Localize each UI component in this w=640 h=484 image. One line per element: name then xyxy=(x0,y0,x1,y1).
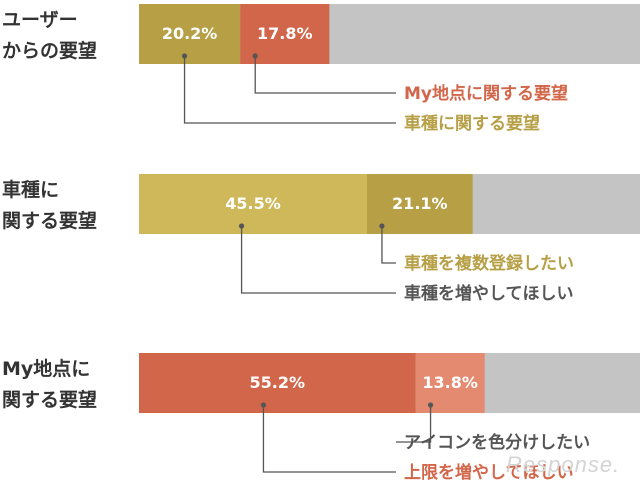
leader-line xyxy=(183,56,396,124)
leader-line xyxy=(381,226,396,264)
bar-segment-label: 17.8% xyxy=(257,24,313,43)
callout-label: 車種を増やしてほしい xyxy=(404,283,574,304)
callout-label: 車種を複数登録したい xyxy=(404,253,574,274)
row-label-line: 車種に xyxy=(2,178,59,201)
bar-segment-label: 13.8% xyxy=(422,373,478,392)
leader-line xyxy=(396,405,432,443)
bar-segment xyxy=(139,353,416,413)
row-label-line: My地点に xyxy=(2,357,90,380)
callout-label: 車種に関する要望 xyxy=(404,113,540,134)
callout-label: アイコンを色分けしたい xyxy=(404,432,590,453)
bar-segment-label: 45.5% xyxy=(225,194,281,213)
leader-line xyxy=(240,226,396,294)
bar-segment xyxy=(415,353,485,413)
bar-segment xyxy=(139,4,241,64)
row-label-line: ユーザー xyxy=(2,9,78,31)
leader-line xyxy=(254,56,396,94)
row-label-line: 関する要望 xyxy=(2,209,97,232)
response-watermark: Response. xyxy=(506,452,621,477)
row-label-line: からの要望 xyxy=(2,39,97,62)
callout-label: 上限を増やしてほしい xyxy=(404,462,574,483)
bar-segment-label: 55.2% xyxy=(250,373,306,392)
bar-segment xyxy=(139,174,367,234)
bar-segment xyxy=(366,174,473,234)
chart-row-3: My地点に関する要望 55.2% 13.8% アイコンを色分けしたい上限を増やしてほし… xyxy=(2,353,640,483)
bar-segment-label: 21.1% xyxy=(392,194,448,213)
row-label-line: 関する要望 xyxy=(2,388,97,411)
leader-line xyxy=(262,405,396,473)
callout-label: My地点に関する要望 xyxy=(404,83,568,104)
bar-segment-label: 20.2% xyxy=(162,24,218,43)
